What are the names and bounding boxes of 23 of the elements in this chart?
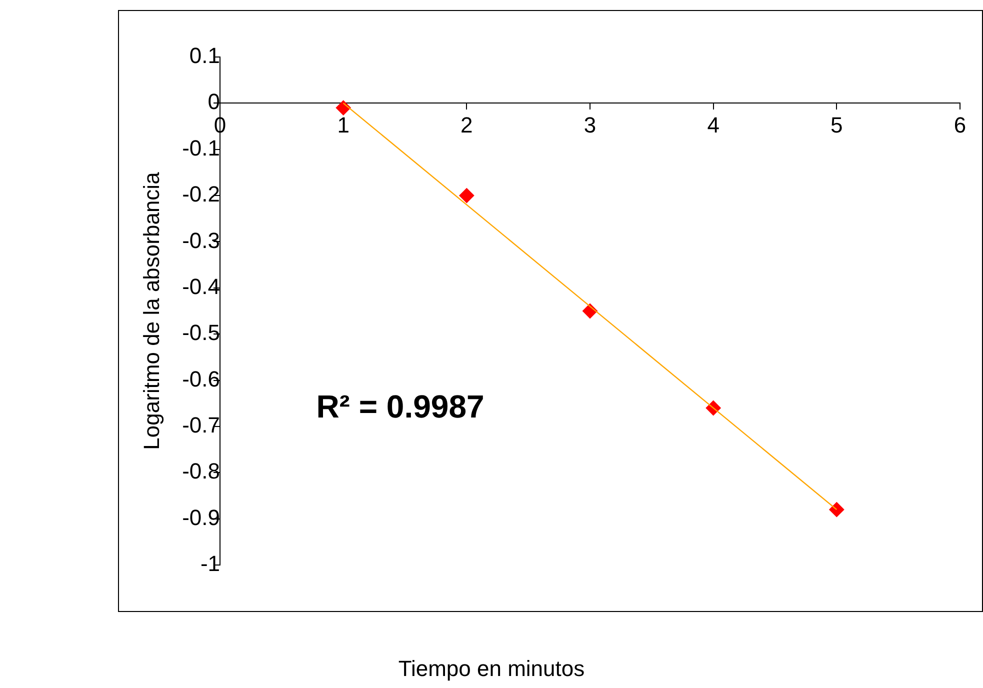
point (829, 502, 844, 518)
y-tick-label: -0.7 (182, 412, 220, 438)
y-tick-label: -0.9 (182, 504, 220, 530)
y-tick-label: 0.1 (189, 43, 220, 68)
y-tick-label: -0.1 (182, 135, 220, 160)
y-tick-label: -0.4 (182, 274, 220, 299)
x-tick-label: 2 (460, 112, 473, 138)
y-tick-label: -0.3 (182, 228, 220, 253)
x-axis-title: Tiempo en minutos (397, 656, 586, 682)
x-tick-label: 6 (954, 112, 966, 138)
x-tick-label: 3 (584, 112, 596, 138)
y-tick-label: 0 (208, 89, 220, 114)
y-tick-label: -1 (200, 551, 220, 576)
x-tick-label: 5 (830, 112, 843, 138)
y-axis-title: Logaritmo de la absorbancia (139, 172, 165, 450)
x-tick-label: 4 (707, 112, 720, 138)
annotation: R² = 0.9987 (316, 388, 484, 425)
y-tick-label: -0.2 (182, 182, 220, 207)
y-tick-label: -0.5 (182, 320, 220, 346)
y-tick-label: -0.8 (182, 458, 220, 484)
x-tick-label: 1 (337, 112, 350, 138)
y-tick-label: -0.6 (182, 366, 220, 392)
point (459, 188, 474, 204)
